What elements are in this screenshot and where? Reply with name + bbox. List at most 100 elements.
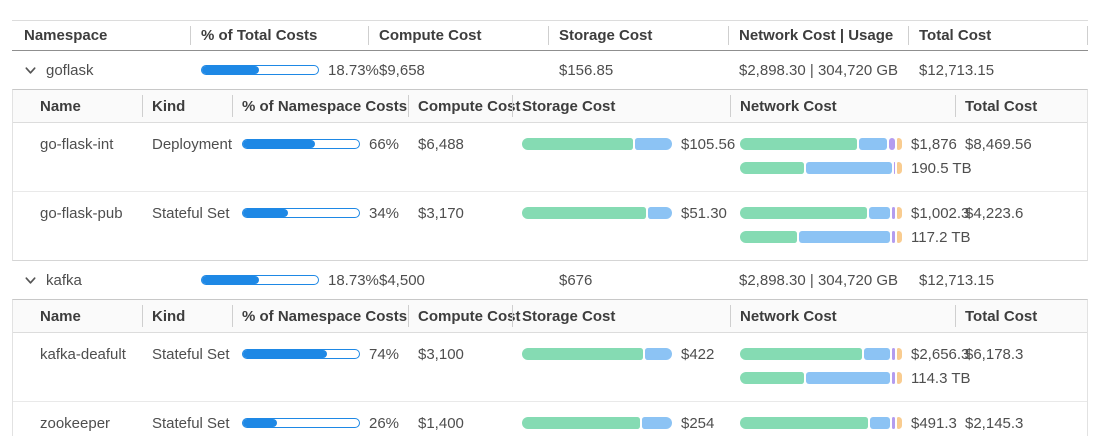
bar-segment-blue [806, 162, 892, 174]
col-header-storage-cost: Storage Cost [512, 300, 730, 332]
storage-cost-cell: $254 [512, 413, 730, 436]
bar-segment-green [740, 417, 869, 429]
chevron-down-icon[interactable] [24, 64, 37, 77]
col-header-pct-namespace-costs: % of Namespace Costs [232, 90, 408, 122]
total-cost-value: $8,469.56 [965, 135, 1032, 153]
namespace-table-header: Namespace % of Total Costs Compute Cost … [12, 20, 1088, 51]
workload-name-cell: kafka-deafult [13, 344, 142, 388]
namespace-cost-table: Namespace % of Total Costs Compute Cost … [12, 20, 1088, 436]
namespace-cell[interactable]: goflask [12, 62, 190, 79]
workload-row[interactable]: kafka-deafult Stateful Set 74% $3,100 $422 $2… [13, 333, 1087, 401]
bar-segment-green [522, 348, 644, 360]
storage-cost-bar [522, 417, 672, 429]
compute-cost-cell: $9,658 [368, 62, 548, 79]
bar-segment-blue [806, 372, 890, 384]
col-header-compute-cost: Compute Cost [368, 21, 548, 50]
progress-bar-fill [243, 419, 277, 427]
progress-bar-fill [202, 66, 259, 74]
col-header-compute-cost: Compute Cost [408, 300, 521, 332]
namespace-name: kafka [46, 271, 82, 289]
network-cost-usage-cell: $2,898.30 | 304,720 GB [728, 62, 908, 79]
workload-name: go-flask-pub [40, 204, 123, 222]
workload-row[interactable]: go-flask-pub Stateful Set 34% $3,170 $51.30 $… [13, 191, 1087, 260]
pct-namespace-costs-value: 34% [369, 204, 400, 222]
total-cost-cell: $2,145.3 [955, 413, 1087, 436]
progress-bar [242, 418, 360, 428]
bar-segment-blue [864, 348, 890, 360]
compute-cost-value: $3,100 [418, 345, 464, 363]
total-cost-value: $2,145.3 [965, 414, 1024, 432]
network-cost-cell: $2,656.3 114.3 TB [730, 344, 971, 388]
storage-cost-cell: $422 [512, 344, 730, 388]
col-header-name: Name [40, 307, 81, 325]
progress-bar [242, 349, 360, 359]
bar-segment-blue [858, 138, 887, 150]
pct-total-costs-value: 18.73% [328, 271, 379, 289]
bar-segment-green [740, 162, 805, 174]
namespace-cell[interactable]: kafka [12, 272, 190, 289]
pct-namespace-costs-value: 26% [369, 414, 400, 432]
network-cost-value: $1,002.3 [911, 204, 970, 222]
storage-cost-value: $105.56 [681, 135, 736, 153]
network-cost-usage-value: $2,898.30 | 304,720 GB [739, 271, 899, 289]
workload-name-cell: go-flask-pub [13, 203, 142, 247]
col-header-pct-total-costs: % of Total Costs [190, 21, 368, 50]
workload-kind: Stateful Set [152, 414, 230, 432]
storage-cost-value: $422 [681, 345, 715, 363]
total-cost-cell: $6,178.3 [955, 344, 1087, 388]
compute-cost-cell: $3,170 [408, 203, 512, 247]
workload-table: Name Kind% of Namespace Costs Compute Cost… [12, 89, 1088, 261]
storage-cost-bar [522, 348, 672, 360]
network-cost-cell: $491.364 TB [730, 413, 957, 436]
progress-bar [242, 139, 360, 149]
total-cost-value: $6,178.3 [965, 345, 1024, 363]
bar-segment-purple [892, 231, 896, 243]
network-cost-value: $1,876 [911, 135, 957, 153]
bar-segment-purple [888, 138, 896, 150]
pct-namespace-costs-cell: 26% [232, 413, 408, 436]
network-cost-bar [740, 138, 902, 150]
workload-kind-cell: Stateful Set [142, 203, 232, 247]
namespace-name: goflask [46, 61, 94, 79]
table-body: goflask 18.73% $9,658 $156.85 $2,898.30 | 30… [12, 51, 1088, 436]
network-cost-cell: $1,876 190.5 TB [730, 134, 972, 178]
bar-segment-blue [648, 207, 672, 219]
workload-row[interactable]: zookeeper Stateful Set 26% $1,400 $254 $491.3… [13, 401, 1087, 436]
bar-segment-blue [642, 417, 672, 429]
total-cost-value: $12,713.15 [919, 61, 995, 79]
storage-cost-value: $51.30 [681, 204, 727, 222]
pct-namespace-costs-cell: 34% [232, 203, 408, 247]
pct-namespace-costs-cell: 74% [232, 344, 408, 388]
storage-cost-value: $254 [681, 414, 715, 432]
pct-total-costs-value: 18.73% [328, 61, 379, 79]
bar-segment-blue [799, 231, 891, 243]
bar-segment-green [740, 207, 868, 219]
col-header-total-cost: Total Cost [955, 90, 1087, 122]
bar-segment-orange [897, 138, 902, 150]
network-usage-bar [740, 372, 902, 384]
col-header-network-cost: Network Cost [730, 300, 955, 332]
col-header-compute-cost: Compute Cost [408, 90, 521, 122]
col-header-name: Name [40, 97, 81, 115]
total-cost-value: $4,223.6 [965, 204, 1024, 222]
compute-cost-cell: $1,400 [408, 413, 512, 436]
progress-bar-fill [243, 140, 315, 148]
bar-segment-green [740, 231, 798, 243]
chevron-down-icon[interactable] [24, 274, 37, 287]
bar-segment-blue [869, 207, 890, 219]
total-cost-cell: $12,713.15 [908, 272, 1088, 289]
pct-namespace-costs-value: 66% [369, 135, 400, 153]
storage-cost-cell: $105.56 [512, 134, 735, 178]
workload-kind-cell: Stateful Set [142, 413, 232, 436]
namespace-row[interactable]: kafka 18.73% $4,500 $676 $2,898.30 | 304,720… [12, 261, 1088, 299]
storage-cost-value: $676 [559, 271, 593, 289]
bar-segment-green [740, 138, 857, 150]
bar-segment-orange [897, 231, 903, 243]
workload-table-header: Name Kind% of Namespace Costs Compute Cost… [13, 300, 1087, 333]
workload-kind: Stateful Set [152, 204, 230, 222]
workload-row[interactable]: go-flask-int Deployment 66% $6,488 $105.56 $1… [13, 123, 1087, 191]
network-cost-value: $491.3 [911, 414, 957, 432]
workload-table-header: Name Kind% of Namespace Costs Compute Cost… [13, 90, 1087, 123]
namespace-row[interactable]: goflask 18.73% $9,658 $156.85 $2,898.30 | 30… [12, 51, 1088, 89]
